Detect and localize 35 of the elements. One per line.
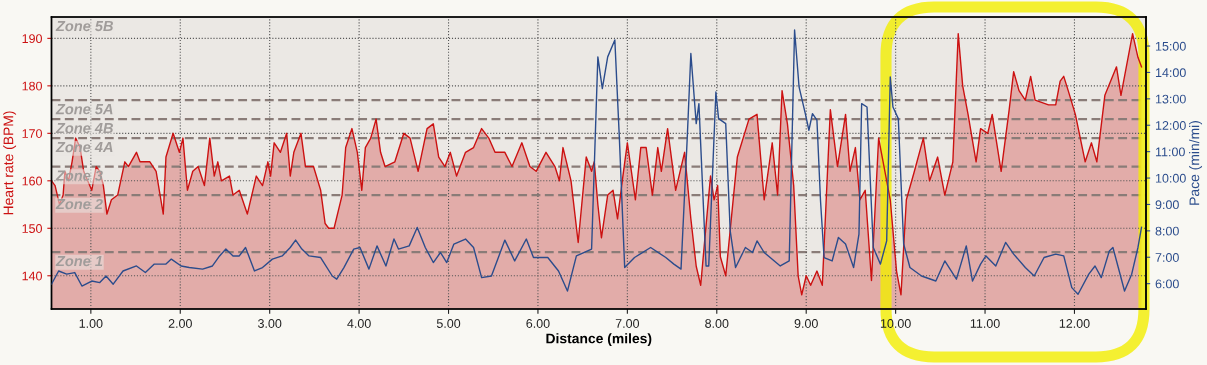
y-tick-label: 170: [22, 129, 42, 138]
y2-tick-label: 6:00: [1155, 279, 1179, 289]
x-tick-label: 2.00: [168, 319, 192, 328]
x-tick-label: 3.00: [258, 319, 282, 328]
y2-tick-label: 8:00: [1155, 226, 1179, 236]
band-label: Zone 1: [55, 256, 103, 267]
x-tick-label: 4.00: [347, 319, 371, 328]
x-tick-label: 6.00: [526, 319, 550, 328]
y2-tick-label: 11:00: [1155, 147, 1185, 157]
band-label: Zone 5A: [55, 104, 113, 115]
x-tick-label: 5.00: [436, 319, 461, 328]
y2-tick-label: 14:00: [1155, 68, 1186, 78]
y2-tick-label: 12:00: [1155, 121, 1186, 130]
y2-tick-label: 13:00: [1155, 94, 1186, 104]
band-label: Zone 4B: [55, 123, 113, 134]
y2-tick-label: 7:00: [1155, 253, 1179, 262]
y-tick-label: 180: [22, 81, 42, 91]
x-tick-label: 11.00: [970, 319, 1000, 328]
y-axis-title: Heart rate (BPM): [3, 111, 17, 215]
x-tick-label: 1.00: [79, 319, 103, 328]
band-label: Zone 2: [55, 198, 103, 210]
x-tick-label: 7.00: [615, 319, 640, 328]
y-tick-label: 150: [22, 224, 42, 233]
y2-axis-title: Pace (min/mi): [1189, 121, 1203, 205]
x-tick-label: 12.00: [1059, 319, 1090, 328]
y2-tick-label: 15:00: [1155, 41, 1186, 51]
y-tick-label: 160: [22, 176, 42, 186]
x-tick-label: 9.00: [794, 319, 818, 328]
y-tick-label: 140: [22, 271, 42, 281]
x-tick-label: 8.00: [705, 319, 729, 328]
y2-tick-label: 9:00: [1155, 200, 1179, 210]
x-axis-title: Distance (miles): [546, 333, 652, 347]
y-tick-label: 190: [22, 34, 42, 44]
y2-tick-label: 10:00: [1155, 173, 1186, 183]
band-label: Zone 5B: [55, 21, 113, 32]
